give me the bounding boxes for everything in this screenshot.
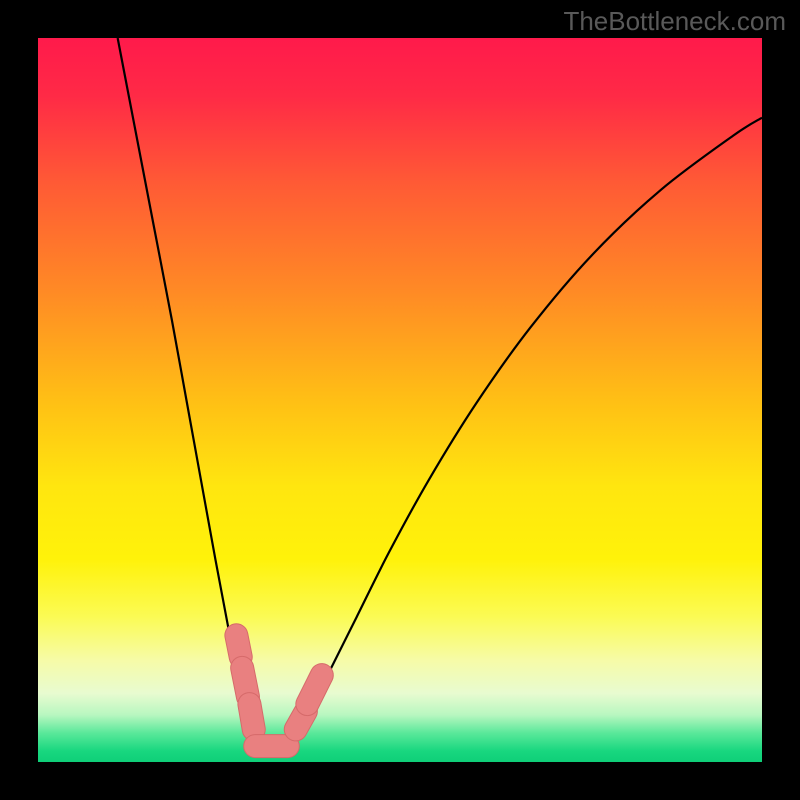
marker-capsule [236,635,240,657]
marker-group [236,635,321,746]
plot-area [38,38,762,762]
marker-capsule [307,675,321,704]
curve-layer [38,38,762,762]
stage: TheBottleneck.com [0,0,800,800]
bottleneck-curve [118,38,762,750]
marker-capsule [249,704,253,729]
watermark-text: TheBottleneck.com [563,6,786,37]
